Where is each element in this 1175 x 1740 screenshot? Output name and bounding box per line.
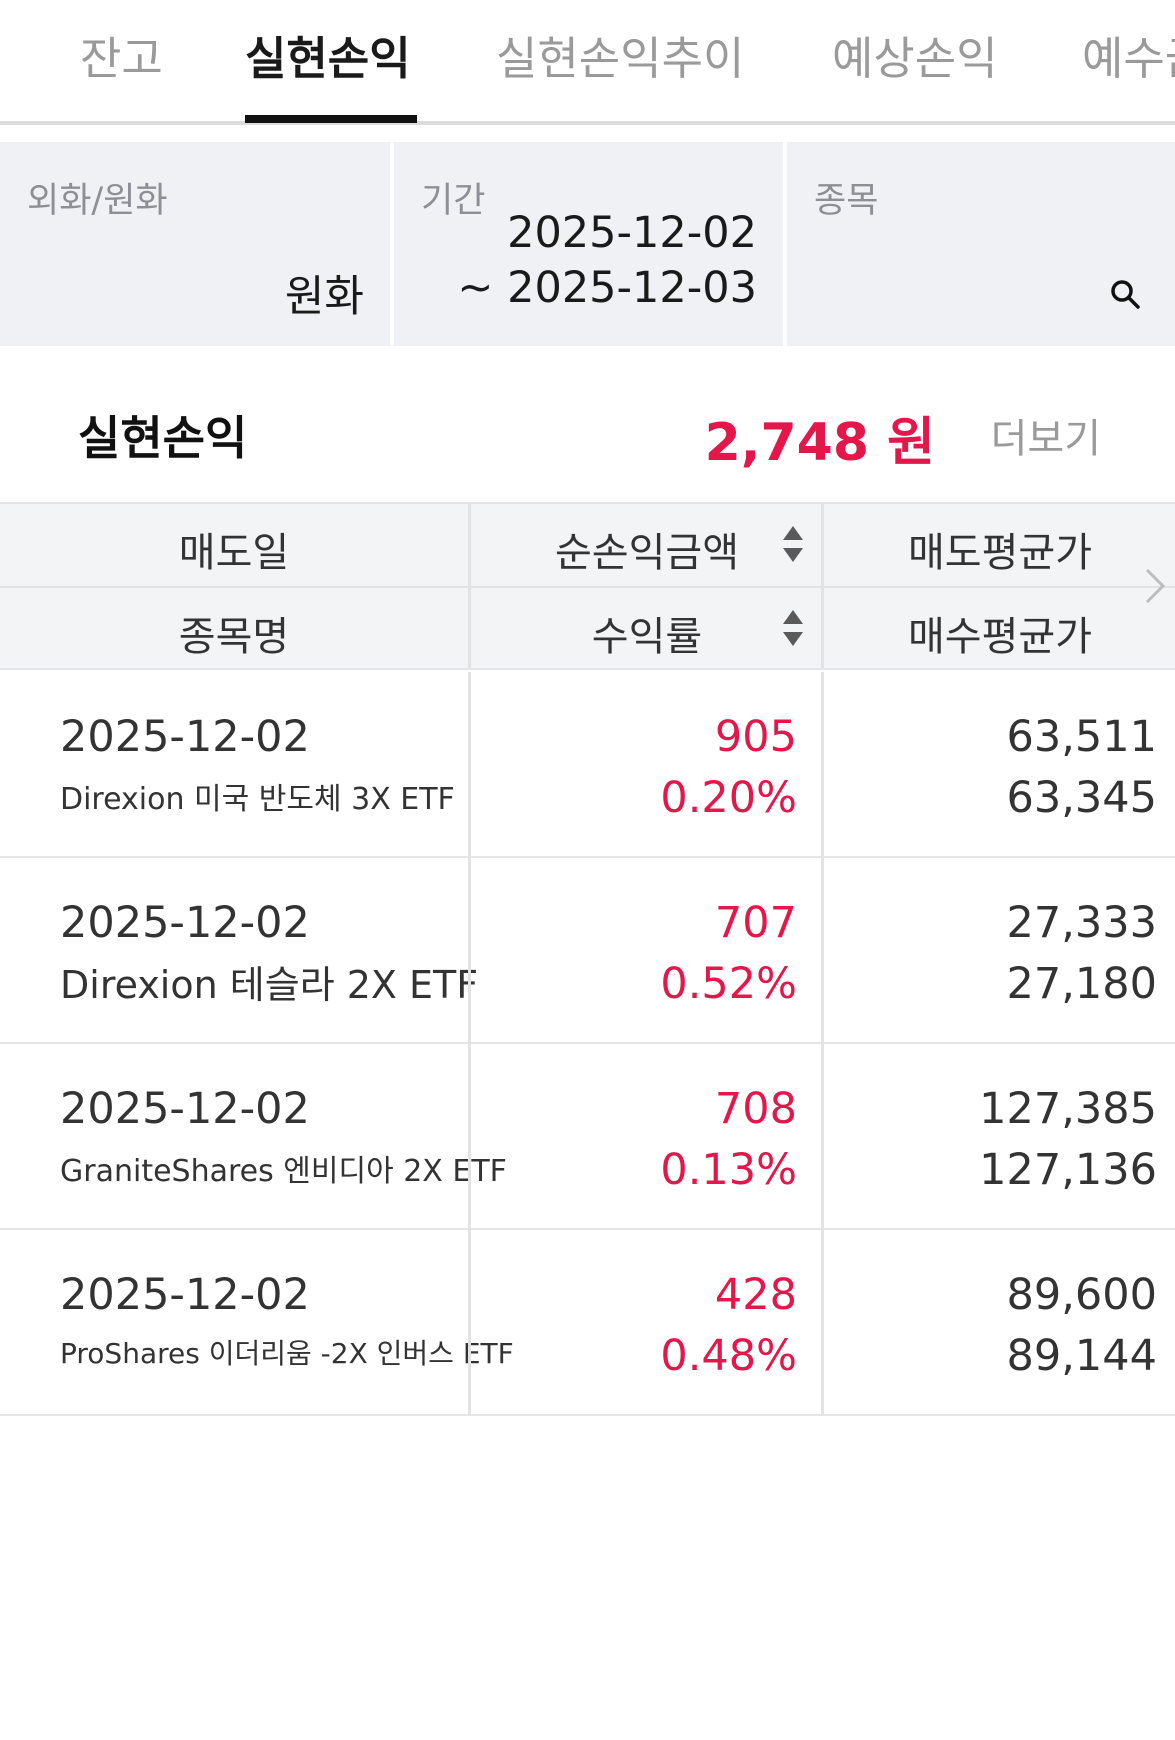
header-sell-avg: 매도평균가 <box>908 530 1092 576</box>
buy-avg-value: 89,144 <box>1006 1331 1157 1381</box>
return-rate-value: 0.20% <box>660 773 797 823</box>
filter-panel: 외화/원화 원화 기간 2025-12-02 ~ 2025-12-03 종목 <box>0 142 1175 346</box>
table-row[interactable]: 2025-12-02 Direxion 미국 반도체 3X ETF 905 0.… <box>0 672 1175 858</box>
column-divider <box>821 1230 824 1416</box>
sell-date: 2025-12-02 <box>60 1084 310 1134</box>
sell-avg-value: 127,385 <box>979 1084 1157 1134</box>
table-header: 매도일 순손익금액 매도평균가 종목명 수익률 매수평균가 <box>0 502 1175 670</box>
table-row[interactable]: 2025-12-02 GraniteShares 엔비디아 2X ETF 708… <box>0 1044 1175 1230</box>
sort-icon[interactable] <box>782 608 804 648</box>
header-return-rate[interactable]: 수익률 <box>591 614 703 660</box>
header-divider <box>0 586 1175 588</box>
header-net-pl[interactable]: 순손익금액 <box>555 530 739 576</box>
net-pl-value: 708 <box>714 1084 797 1134</box>
return-rate-value: 0.48% <box>660 1331 797 1381</box>
tab-deposit[interactable]: 예수금 <box>1082 32 1175 85</box>
table-row[interactable]: 2025-12-02 Direxion 테슬라 2X ETF 707 0.52%… <box>0 858 1175 1044</box>
buy-avg-value: 127,136 <box>979 1145 1157 1195</box>
stock-filter-label: 종목 <box>814 181 879 221</box>
tab-expected-pl[interactable]: 예상손익 <box>832 32 998 85</box>
header-buy-avg: 매수평균가 <box>908 614 1092 660</box>
column-divider <box>821 504 824 668</box>
realized-pl-summary: 실현손익 2,748 원 더보기 <box>0 350 1175 500</box>
stock-name: Direxion 테슬라 2X ETF <box>60 963 479 1007</box>
currency-filter-label: 외화/원화 <box>27 181 168 221</box>
tab-balance[interactable]: 잔고 <box>80 32 163 85</box>
more-button[interactable]: 더보기 <box>990 416 1101 462</box>
sort-icon[interactable] <box>782 524 804 564</box>
tab-realized-pl[interactable]: 실현손익 <box>245 32 411 85</box>
sell-date: 2025-12-02 <box>60 712 310 762</box>
net-pl-value: 428 <box>714 1270 797 1320</box>
period-to: ~ 2025-12-03 <box>457 263 757 313</box>
header-sell-date: 매도일 <box>178 530 290 576</box>
summary-amount: 2,748 원 <box>704 413 935 473</box>
summary-title: 실현손익 <box>78 411 248 465</box>
table-row[interactable]: 2025-12-02 ProShares 이더리움 -2X 인버스 ETF 42… <box>0 1230 1175 1416</box>
tab-bar: 잔고 실현손익 실현손익추이 예상손익 예수금 <box>0 0 1175 125</box>
return-rate-value: 0.52% <box>660 959 797 1009</box>
stock-name: ProShares 이더리움 -2X 인버스 ETF <box>60 1337 514 1370</box>
tab-realized-pl-trend[interactable]: 실현손익추이 <box>496 32 745 85</box>
sell-avg-value: 89,600 <box>1006 1270 1157 1320</box>
column-divider <box>821 858 824 1044</box>
column-divider <box>821 672 824 858</box>
stock-name: GraniteShares 엔비디아 2X ETF <box>60 1154 507 1189</box>
net-pl-value: 707 <box>714 898 797 948</box>
column-divider <box>468 1230 471 1416</box>
sell-date: 2025-12-02 <box>60 898 310 948</box>
return-rate-value: 0.13% <box>660 1145 797 1195</box>
column-divider <box>468 504 471 668</box>
sell-avg-value: 63,511 <box>1006 712 1157 762</box>
sell-avg-value: 27,333 <box>1006 898 1157 948</box>
period-filter[interactable]: 기간 2025-12-02 ~ 2025-12-03 <box>394 142 783 346</box>
period-from: 2025-12-02 <box>507 208 757 258</box>
column-divider <box>468 858 471 1044</box>
net-pl-value: 905 <box>714 712 797 762</box>
header-stock-name: 종목명 <box>178 614 290 660</box>
stock-filter[interactable]: 종목 <box>787 142 1175 346</box>
column-divider <box>821 1044 824 1230</box>
search-icon[interactable] <box>1109 278 1141 310</box>
currency-filter[interactable]: 외화/원화 원화 <box>0 142 390 346</box>
column-divider <box>468 672 471 858</box>
active-tab-indicator <box>245 115 417 123</box>
buy-avg-value: 63,345 <box>1006 773 1157 823</box>
buy-avg-value: 27,180 <box>1006 959 1157 1009</box>
chevron-right-icon[interactable] <box>1143 566 1167 606</box>
currency-filter-value: 원화 <box>284 272 364 322</box>
period-filter-label: 기간 <box>421 181 486 221</box>
sell-date: 2025-12-02 <box>60 1270 310 1320</box>
stock-name: Direxion 미국 반도체 3X ETF <box>60 782 455 817</box>
column-divider <box>468 1044 471 1230</box>
